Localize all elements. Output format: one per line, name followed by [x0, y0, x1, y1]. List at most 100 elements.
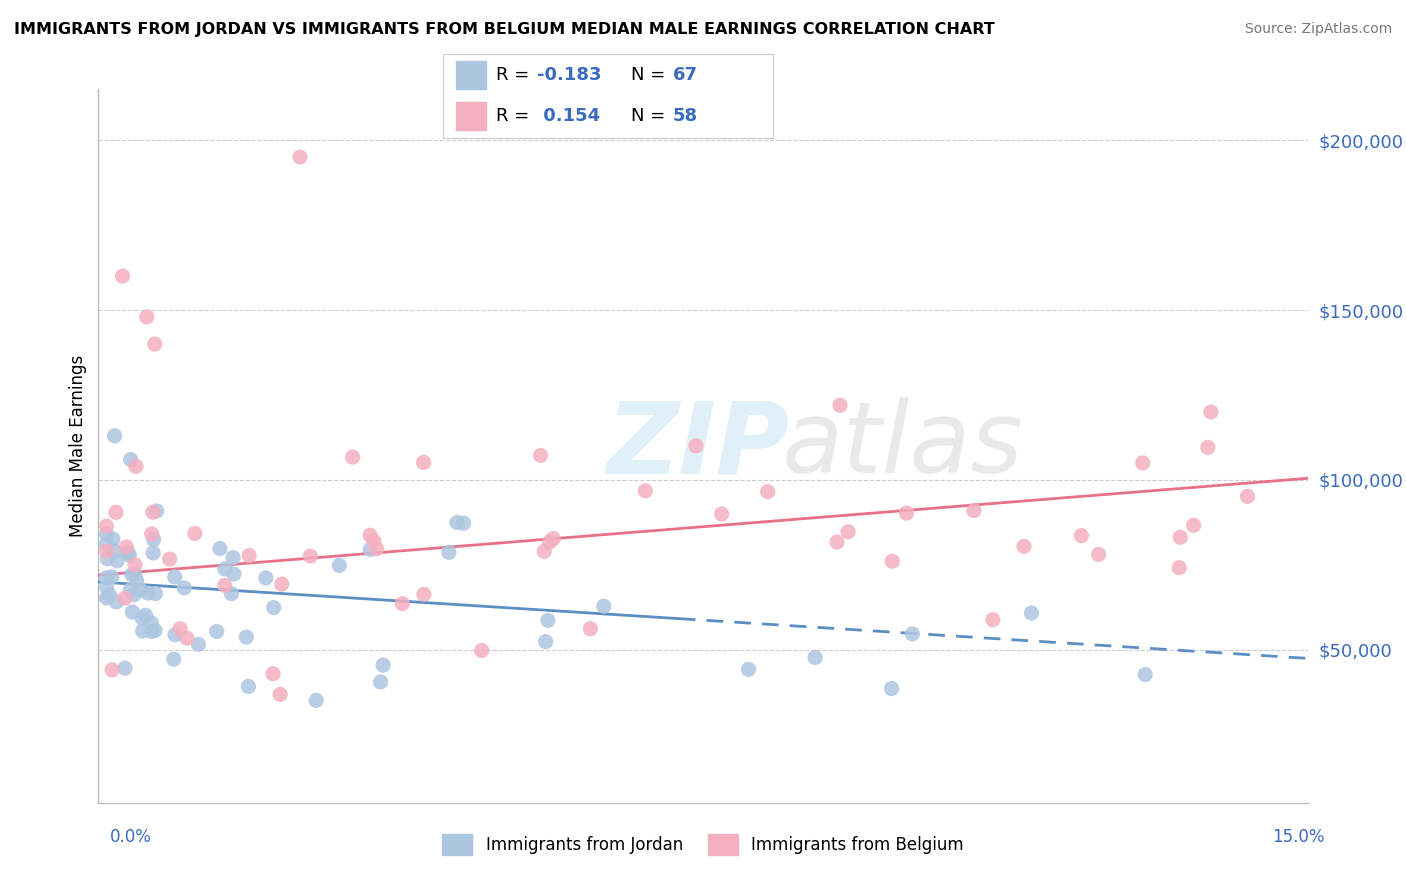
Point — [104, 505, 127, 519]
Point — [124, 567, 146, 582]
Point — [963, 503, 986, 517]
Point — [176, 631, 198, 645]
Point — [142, 533, 165, 547]
Point — [115, 540, 138, 554]
Point — [254, 571, 277, 585]
Text: 0.0%: 0.0% — [110, 828, 152, 846]
Point — [142, 546, 165, 560]
Point — [141, 527, 163, 541]
Point — [366, 541, 388, 556]
Bar — [456, 102, 486, 130]
Point — [238, 549, 260, 563]
Point — [1168, 530, 1191, 544]
Point — [118, 548, 141, 562]
Point — [446, 516, 468, 530]
Point — [120, 452, 142, 467]
Point — [101, 663, 124, 677]
Point — [163, 628, 186, 642]
Text: R =: R = — [496, 66, 534, 84]
Point — [235, 630, 257, 644]
Point — [880, 681, 903, 696]
Point — [96, 591, 118, 605]
Point — [136, 586, 159, 600]
Point — [163, 570, 186, 584]
Point — [121, 605, 143, 619]
Point — [1236, 489, 1258, 503]
Point — [534, 634, 557, 648]
Point — [105, 595, 128, 609]
Point — [101, 570, 124, 584]
Text: 58: 58 — [672, 107, 697, 125]
Point — [471, 643, 494, 657]
Point — [222, 567, 245, 582]
Point — [1132, 456, 1154, 470]
Point — [737, 662, 759, 676]
Legend: Immigrants from Jordan, Immigrants from Belgium: Immigrants from Jordan, Immigrants from … — [436, 828, 970, 862]
Point — [1199, 405, 1222, 419]
Point — [371, 658, 394, 673]
Point — [120, 582, 142, 597]
Y-axis label: Median Male Earnings: Median Male Earnings — [69, 355, 87, 537]
Text: 0.154: 0.154 — [537, 107, 600, 125]
Point — [359, 528, 381, 542]
Point — [111, 269, 134, 284]
Point — [205, 624, 228, 639]
Point — [159, 552, 181, 566]
Point — [437, 545, 460, 559]
Point — [142, 505, 165, 519]
Point — [96, 544, 118, 558]
Point — [141, 624, 163, 639]
Point — [1087, 548, 1109, 562]
Point — [804, 650, 827, 665]
Point — [101, 532, 124, 546]
Point — [114, 661, 136, 675]
Bar — [456, 62, 486, 89]
Text: 15.0%: 15.0% — [1272, 828, 1324, 846]
Point — [114, 591, 136, 606]
Point — [145, 504, 167, 518]
Point — [122, 588, 145, 602]
Point — [143, 624, 166, 638]
Point — [117, 545, 139, 559]
Point — [124, 558, 146, 572]
Text: atlas: atlas — [782, 398, 1024, 494]
Point — [269, 687, 291, 701]
Point — [125, 574, 148, 588]
Text: -0.183: -0.183 — [537, 66, 602, 84]
Point — [129, 582, 152, 597]
Point — [184, 526, 207, 541]
Point — [896, 506, 918, 520]
Point — [592, 599, 614, 614]
Point — [837, 524, 859, 539]
Point — [221, 586, 243, 600]
Point — [328, 558, 350, 573]
Text: ZIP: ZIP — [606, 398, 789, 494]
Point — [214, 578, 236, 592]
Point — [143, 337, 166, 351]
Point — [541, 532, 564, 546]
Point — [391, 597, 413, 611]
Point — [363, 534, 385, 549]
Point — [103, 429, 125, 443]
Point — [299, 549, 322, 563]
Point — [1012, 539, 1035, 553]
Point — [288, 150, 311, 164]
Point — [412, 455, 434, 469]
Point — [453, 516, 475, 531]
Text: N =: N = — [631, 66, 671, 84]
Point — [901, 627, 924, 641]
Point — [105, 554, 128, 568]
Point — [1135, 667, 1157, 681]
Point — [882, 554, 904, 568]
Point — [96, 580, 118, 594]
Point — [208, 541, 231, 556]
Point — [537, 613, 560, 627]
Point — [145, 586, 167, 600]
Text: N =: N = — [631, 107, 671, 125]
Point — [685, 439, 707, 453]
Text: R =: R = — [496, 107, 534, 125]
Point — [187, 637, 209, 651]
Point — [412, 587, 434, 601]
Point — [222, 550, 245, 565]
Point — [125, 459, 148, 474]
